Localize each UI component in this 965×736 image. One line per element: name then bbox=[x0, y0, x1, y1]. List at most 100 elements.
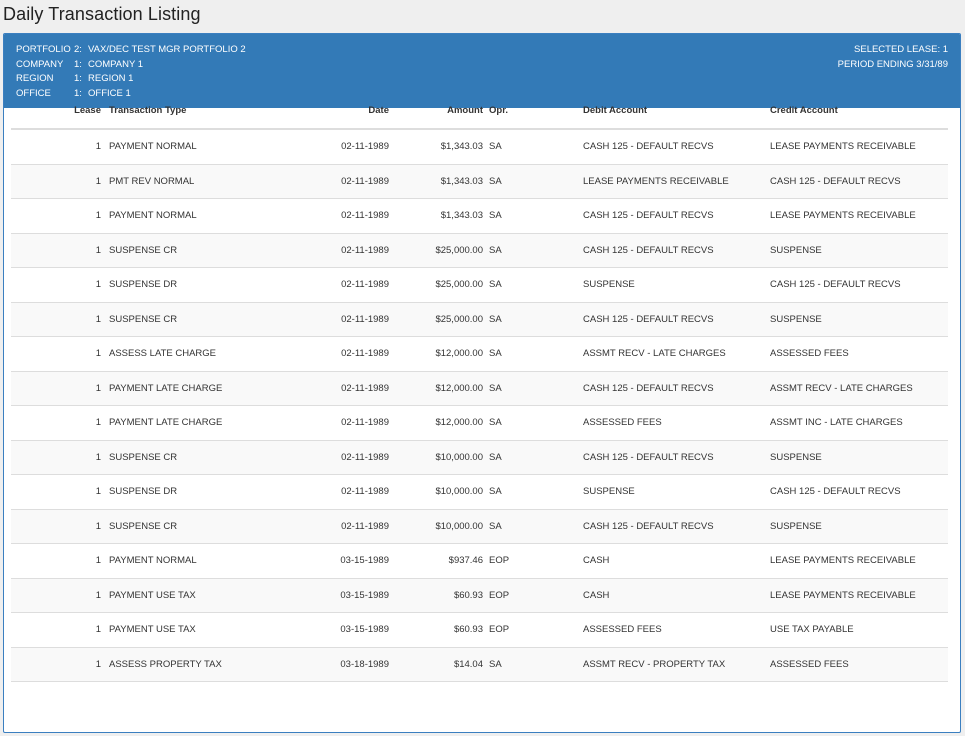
lease-cell: 1 bbox=[11, 578, 109, 613]
transaction-type-cell: PAYMENT LATE CHARGE bbox=[109, 405, 319, 441]
table-row[interactable]: 1 ASSESS PROPERTY TAX 03-18-1989 $14.04 SA AS… bbox=[11, 647, 948, 682]
col-transaction-type[interactable]: Transaction Type bbox=[109, 92, 319, 130]
amount-cell: $60.93 bbox=[389, 612, 483, 648]
credit-account-cell: CASH 125 - DEFAULT RECVS bbox=[770, 474, 948, 510]
debit-account-cell: CASH 125 - DEFAULT RECVS bbox=[583, 198, 770, 234]
opr-cell: SA bbox=[483, 405, 583, 441]
region-label: REGION bbox=[16, 73, 54, 85]
opr-cell: EOP bbox=[483, 612, 583, 648]
col-amount[interactable]: Amount bbox=[389, 92, 483, 130]
transaction-type-cell: PAYMENT USE TAX bbox=[109, 612, 319, 648]
table-row[interactable]: 1 PAYMENT LATE CHARGE 02-11-1989 $12,000.00… bbox=[11, 371, 948, 406]
amount-cell: $25,000.00 bbox=[389, 267, 483, 303]
debit-account-cell: ASSMT RECV - PROPERTY TAX bbox=[583, 647, 770, 682]
table-header-row: Lease Transaction Type Date Amount Opr. … bbox=[11, 92, 948, 130]
date-cell: 02-11-1989 bbox=[319, 336, 389, 372]
transaction-type-cell: SUSPENSE DR bbox=[109, 474, 319, 510]
region-row: REGION 1: REGION 1 bbox=[16, 72, 948, 87]
table-row[interactable]: 1 PAYMENT NORMAL 02-11-1989 $1,343.03 SA CASH… bbox=[11, 129, 948, 165]
credit-account-cell: LEASE PAYMENTS RECEIVABLE bbox=[770, 198, 948, 234]
portfolio-value: VAX/DEC TEST MGR PORTFOLIO 2 bbox=[88, 44, 246, 55]
transaction-type-cell: PAYMENT NORMAL bbox=[109, 543, 319, 579]
debit-account-cell: CASH 125 - DEFAULT RECVS bbox=[583, 440, 770, 475]
table-row[interactable]: 1 SUSPENSE DR 02-11-1989 $25,000.00 SA SUSPEN… bbox=[11, 267, 948, 303]
lease-cell: 1 bbox=[11, 267, 109, 303]
lease-cell: 1 bbox=[11, 198, 109, 234]
date-cell: 02-11-1989 bbox=[319, 302, 389, 337]
transaction-table: Lease Transaction Type Date Amount Opr. … bbox=[11, 92, 948, 682]
credit-account-cell: LEASE PAYMENTS RECEIVABLE bbox=[770, 578, 948, 613]
credit-account-cell: SUSPENSE bbox=[770, 302, 948, 337]
credit-account-cell: ASSESSED FEES bbox=[770, 336, 948, 372]
credit-account-cell: CASH 125 - DEFAULT RECVS bbox=[770, 164, 948, 199]
table-row[interactable]: 1 ASSESS LATE CHARGE 02-11-1989 $12,000.00 S… bbox=[11, 336, 948, 372]
lease-cell: 1 bbox=[11, 233, 109, 268]
opr-cell: SA bbox=[483, 440, 583, 475]
amount-cell: $937.46 bbox=[389, 543, 483, 579]
debit-account-cell: ASSESSED FEES bbox=[583, 612, 770, 648]
debit-account-cell: LEASE PAYMENTS RECEIVABLE bbox=[583, 164, 770, 199]
table-row[interactable]: 1 SUSPENSE CR 02-11-1989 $10,000.00 SA CASH 1… bbox=[11, 509, 948, 544]
transaction-type-cell: PAYMENT NORMAL bbox=[109, 129, 319, 165]
transaction-type-cell: PAYMENT USE TAX bbox=[109, 578, 319, 613]
portfolio-label: PORTFOLIO bbox=[16, 44, 71, 55]
date-cell: 02-11-1989 bbox=[319, 164, 389, 199]
table-row[interactable]: 1 PAYMENT USE TAX 03-15-1989 $60.93 EOP ASSES… bbox=[11, 612, 948, 648]
amount-cell: $12,000.00 bbox=[389, 336, 483, 372]
transaction-type-cell: ASSESS PROPERTY TAX bbox=[109, 647, 319, 682]
lease-cell: 1 bbox=[11, 336, 109, 372]
opr-cell: SA bbox=[483, 371, 583, 406]
table-row[interactable]: 1 SUSPENSE CR 02-11-1989 $10,000.00 SA CASH 1… bbox=[11, 440, 948, 475]
table-row[interactable]: 1 PMT REV NORMAL 02-11-1989 $1,343.03 SA LEAS… bbox=[11, 164, 948, 199]
debit-account-cell: CASH 125 - DEFAULT RECVS bbox=[583, 233, 770, 268]
credit-account-cell: ASSESSED FEES bbox=[770, 647, 948, 682]
date-cell: 02-11-1989 bbox=[319, 198, 389, 234]
lease-cell: 1 bbox=[11, 164, 109, 199]
credit-account-cell: ASSMT INC - LATE CHARGES bbox=[770, 405, 948, 441]
table-row[interactable]: 1 PAYMENT LATE CHARGE 02-11-1989 $12,000.00… bbox=[11, 405, 948, 441]
credit-account-cell: USE TAX PAYABLE bbox=[770, 612, 948, 648]
date-cell: 03-15-1989 bbox=[319, 612, 389, 648]
debit-account-cell: ASSESSED FEES bbox=[583, 405, 770, 441]
date-cell: 02-11-1989 bbox=[319, 371, 389, 406]
opr-cell: SA bbox=[483, 647, 583, 682]
credit-account-cell: LEASE PAYMENTS RECEIVABLE bbox=[770, 543, 948, 579]
date-cell: 02-11-1989 bbox=[319, 267, 389, 303]
lease-cell: 1 bbox=[11, 371, 109, 406]
credit-account-cell: ASSMT RECV - LATE CHARGES bbox=[770, 371, 948, 406]
lease-cell: 1 bbox=[11, 509, 109, 544]
table-row[interactable]: 1 PAYMENT NORMAL 02-11-1989 $1,343.03 SA CASH… bbox=[11, 198, 948, 234]
debit-account-cell: CASH 125 - DEFAULT RECVS bbox=[583, 371, 770, 406]
col-date[interactable]: Date bbox=[319, 92, 389, 130]
debit-account-cell: CASH 125 - DEFAULT RECVS bbox=[583, 302, 770, 337]
credit-account-cell: LEASE PAYMENTS RECEIVABLE bbox=[770, 129, 948, 165]
company-value: COMPANY 1 bbox=[88, 58, 144, 70]
date-cell: 03-15-1989 bbox=[319, 543, 389, 579]
region-number: 1: bbox=[74, 73, 82, 85]
transaction-type-cell: SUSPENSE DR bbox=[109, 267, 319, 303]
lease-cell: 1 bbox=[11, 440, 109, 475]
transaction-type-cell: SUSPENSE CR bbox=[109, 509, 319, 544]
transaction-type-cell: PAYMENT NORMAL bbox=[109, 198, 319, 234]
col-credit-account[interactable]: Credit Account bbox=[770, 92, 948, 130]
table-row[interactable]: 1 PAYMENT NORMAL 03-15-1989 $937.46 EOP CASH L… bbox=[11, 543, 948, 579]
col-lease[interactable]: Lease bbox=[11, 92, 109, 130]
company-row: COMPANY 1: COMPANY 1 bbox=[16, 58, 948, 73]
col-opr[interactable]: Opr. bbox=[483, 92, 583, 130]
table-row[interactable]: 1 SUSPENSE DR 02-11-1989 $10,000.00 SA SUSPEN… bbox=[11, 474, 948, 510]
lease-cell: 1 bbox=[11, 474, 109, 510]
col-debit-account[interactable]: Debit Account bbox=[583, 92, 770, 130]
table-row[interactable]: 1 PAYMENT USE TAX 03-15-1989 $60.93 EOP CASH L… bbox=[11, 578, 948, 613]
date-cell: 03-18-1989 bbox=[319, 647, 389, 682]
opr-cell: SA bbox=[483, 198, 583, 234]
credit-account-cell: SUSPENSE bbox=[770, 233, 948, 268]
amount-cell: $25,000.00 bbox=[389, 302, 483, 337]
portfolio-row: PORTFOLIO 2: VAX/DEC TEST MGR PORTFOLIO … bbox=[16, 43, 948, 58]
opr-cell: SA bbox=[483, 474, 583, 510]
table-row[interactable]: 1 SUSPENSE CR 02-11-1989 $25,000.00 SA CASH 1… bbox=[11, 233, 948, 268]
opr-cell: SA bbox=[483, 509, 583, 544]
transaction-type-cell: SUSPENSE CR bbox=[109, 440, 319, 475]
opr-cell: SA bbox=[483, 302, 583, 337]
period-ending: PERIOD ENDING 3/31/89 bbox=[837, 58, 948, 70]
table-row[interactable]: 1 SUSPENSE CR 02-11-1989 $25,000.00 SA CASH 1… bbox=[11, 302, 948, 337]
